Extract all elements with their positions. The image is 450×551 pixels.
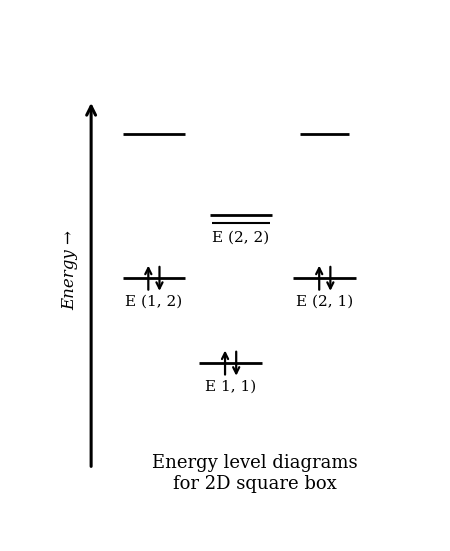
- Text: E 1, 1): E 1, 1): [205, 380, 256, 393]
- Text: E (2, 2): E (2, 2): [212, 231, 270, 245]
- Text: E (1, 2): E (1, 2): [125, 295, 183, 309]
- Text: Energy level diagrams
for 2D square box: Energy level diagrams for 2D square box: [152, 454, 358, 493]
- Text: Energy →: Energy →: [62, 230, 79, 310]
- Text: E (2, 1): E (2, 1): [296, 295, 353, 309]
